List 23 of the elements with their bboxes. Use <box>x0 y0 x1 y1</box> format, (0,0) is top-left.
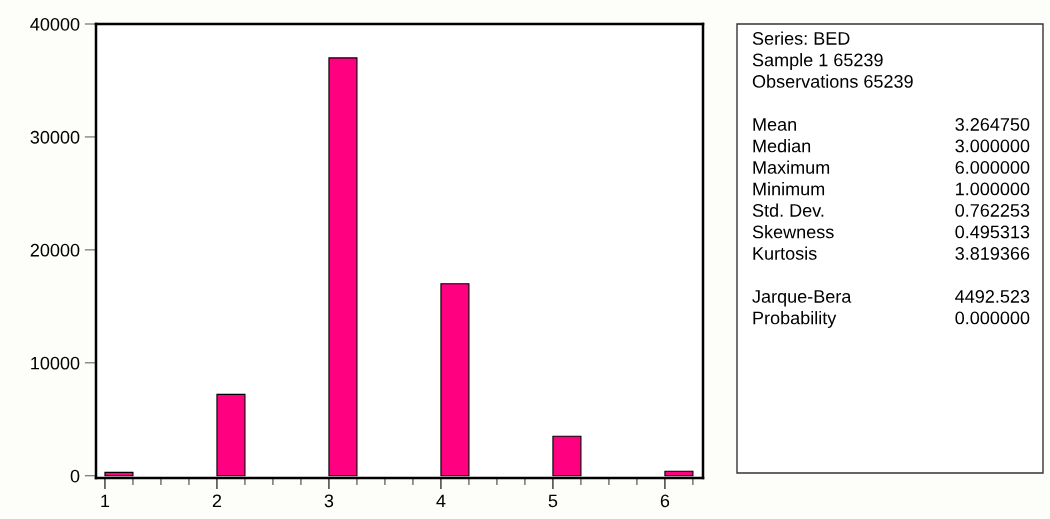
text: Kurtosis 3.819366 <box>753 246 1030 260</box>
text: Median 3.000000 <box>753 139 1030 153</box>
y-tick-label: 10000 <box>31 356 80 370</box>
x-tick-label: 5 <box>548 494 558 508</box>
text: Series: BED <box>752 31 850 45</box>
y-tick-label: 0 <box>70 469 80 483</box>
text: Jarque-Bera 4492.523 <box>752 290 1030 307</box>
x-tick-label: 3 <box>324 494 334 508</box>
text: Std. Dev. 0.762253 <box>752 203 1030 217</box>
x-tick-label: 6 <box>660 494 670 508</box>
text: Maximum 6.000000 <box>753 160 1030 174</box>
text: Mean 3.264750 <box>753 118 1030 131</box>
x-tick-label: 2 <box>212 494 222 508</box>
y-tick-label: 20000 <box>30 243 80 257</box>
y-tick-label: 40000 <box>30 17 80 31</box>
text: Observations 65239 <box>752 74 913 88</box>
y-tick-label: 30000 <box>30 130 80 144</box>
x-tick-label: 1 <box>101 494 110 508</box>
x-tick-label: 4 <box>436 494 446 508</box>
text: Minimum 1.000000 <box>753 182 1030 196</box>
text: Probability 0.000000 <box>753 311 1030 328</box>
text: Sample 1 65239 <box>752 53 883 70</box>
text: Skewness 0.495313 <box>752 225 1030 239</box>
